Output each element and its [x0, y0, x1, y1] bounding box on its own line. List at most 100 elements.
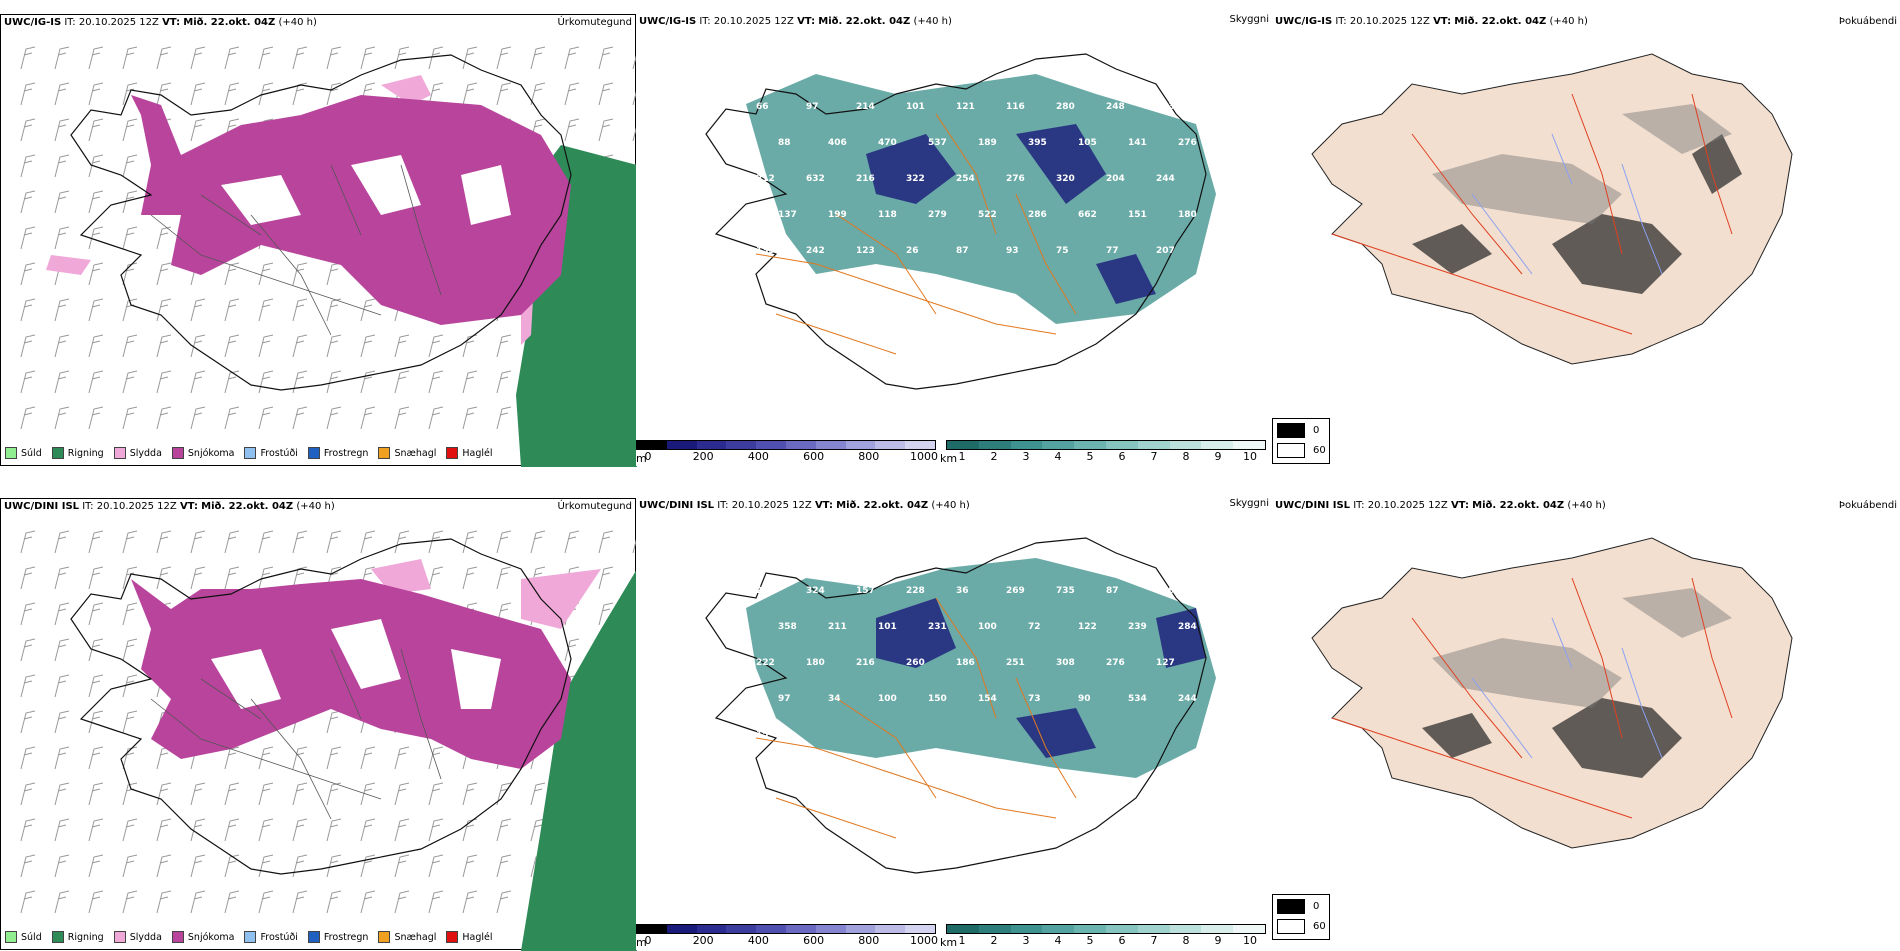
model-name: UWC/IG-IS	[639, 16, 697, 27]
fog-legend-label: 60	[1313, 921, 1326, 932]
fog-legend-row: 0	[1277, 423, 1319, 438]
legend-item: Frostúði	[244, 931, 298, 943]
fog-panel-row2: UWC/DINI ISL IT: 20.10.2025 12Z VT: Mið.…	[1272, 498, 1900, 950]
wind-barb	[326, 746, 342, 770]
ceiling-label: 15	[756, 730, 769, 740]
legend-item: Frostúði	[244, 447, 298, 459]
cloud-area	[746, 558, 1216, 778]
wind-barb	[54, 334, 70, 358]
wind-barb	[122, 818, 138, 842]
init-time: IT: 20.10.2025 12Z	[699, 16, 794, 27]
wind-barb	[292, 334, 308, 358]
legend-swatch	[446, 931, 459, 943]
wind-barb	[20, 370, 36, 394]
wind-barb	[326, 710, 342, 734]
legend-label: Slydda	[129, 447, 162, 459]
panel-header: UWC/IG-IS IT: 20.10.2025 12Z VT: Mið. 22…	[4, 17, 317, 28]
ceiling-label: 207	[1156, 246, 1175, 256]
tick-label: 6	[1118, 450, 1126, 463]
valid-time: Mið. 22.okt. 04Z	[1472, 500, 1565, 511]
ceiling-label: 180	[806, 658, 825, 668]
legend-item: Súld	[5, 447, 42, 459]
wind-barb	[258, 746, 274, 770]
legend-item: Frostregn	[307, 447, 369, 459]
wind-barb	[122, 334, 138, 358]
wind-barb	[496, 46, 512, 70]
wind-barb	[224, 818, 240, 842]
wind-barb	[496, 82, 512, 106]
wind-barb	[224, 854, 240, 878]
wind-barb	[88, 46, 104, 70]
legend-item: Haglél	[446, 931, 493, 943]
wind-barb	[54, 782, 70, 806]
panel-title: Þokuábendi	[1838, 16, 1897, 27]
wind-barb	[122, 890, 138, 914]
wind-barb	[258, 854, 274, 878]
wind-barb	[190, 890, 206, 914]
ceiling-label: 157	[856, 586, 875, 596]
wind-barb	[462, 566, 478, 590]
cloud-map: 66 97 214 101 121 116 280 248 153 88 406 470 537 189 3…	[705, 53, 1216, 390]
wind-barb	[122, 406, 138, 430]
wind-barb	[224, 46, 240, 70]
model-name: UWC/IG-IS	[1275, 16, 1333, 27]
wind-barb	[88, 530, 104, 554]
ceiling-label: 154	[978, 694, 997, 704]
ceiling-label: 204	[1106, 174, 1125, 184]
roads	[755, 597, 1077, 839]
wind-barb	[122, 674, 138, 698]
wind-barb	[530, 82, 546, 106]
ceiling-label: 279	[928, 210, 947, 220]
legend-label: Frostúði	[260, 931, 298, 943]
fog-light-area	[1432, 104, 1732, 224]
wind-barb	[20, 82, 36, 106]
wind-barb	[20, 298, 36, 322]
ceiling-label: 358	[778, 622, 797, 632]
model-name: UWC/DINI ISL	[1275, 500, 1351, 511]
legend-item: Rigning	[51, 931, 104, 943]
cloud-ticks: 1 2 3 4 5 6 7 8 9 10	[946, 450, 1266, 464]
wind-barb	[258, 262, 274, 286]
legend-swatch	[5, 447, 17, 459]
wind-barb	[224, 782, 240, 806]
legend-label: Frostregn	[323, 447, 369, 459]
low-cloud-area	[866, 124, 1156, 304]
ceiling-label: 222	[756, 658, 775, 668]
ceiling-label: 133	[756, 246, 775, 256]
wind-barb	[88, 334, 104, 358]
tick-label: 5	[1086, 934, 1094, 947]
snow-area	[131, 95, 571, 325]
ceiling-label: 101	[878, 622, 897, 632]
snow-gap	[221, 155, 511, 225]
wind-barb	[54, 154, 70, 178]
legend-item: Frostregn	[307, 931, 368, 943]
ceiling-label: 137	[778, 210, 797, 220]
vt-label: VT:	[814, 500, 833, 511]
ceiling-label: 186	[956, 658, 975, 668]
tick-label: 5	[1086, 450, 1094, 463]
wind-barb	[20, 154, 36, 178]
wind-barb	[54, 530, 70, 554]
wind-barb	[122, 710, 138, 734]
tick-label: 9	[1214, 450, 1222, 463]
wind-barb	[462, 890, 478, 914]
vt-label: VT:	[162, 17, 181, 28]
wind-barb	[598, 566, 614, 590]
legend-label: Snæhagl	[394, 447, 437, 459]
wind-barb	[156, 890, 172, 914]
ceiling-label: 77	[1106, 246, 1119, 256]
ceiling-label: 470	[878, 138, 897, 148]
coastline	[705, 53, 1207, 390]
ceiling-label: 97	[778, 694, 791, 704]
wind-barb	[54, 118, 70, 142]
wind-barb	[428, 890, 444, 914]
wind-barb	[530, 46, 546, 70]
ceiling-label: 228	[906, 586, 925, 596]
fog-legend: 0 60	[1272, 894, 1330, 940]
wind-barb	[190, 82, 206, 106]
wind-barb	[88, 782, 104, 806]
wind-barb	[632, 534, 637, 554]
wind-barb	[428, 370, 444, 394]
wind-barb	[20, 190, 36, 214]
legend-item: Slydda	[113, 931, 162, 943]
